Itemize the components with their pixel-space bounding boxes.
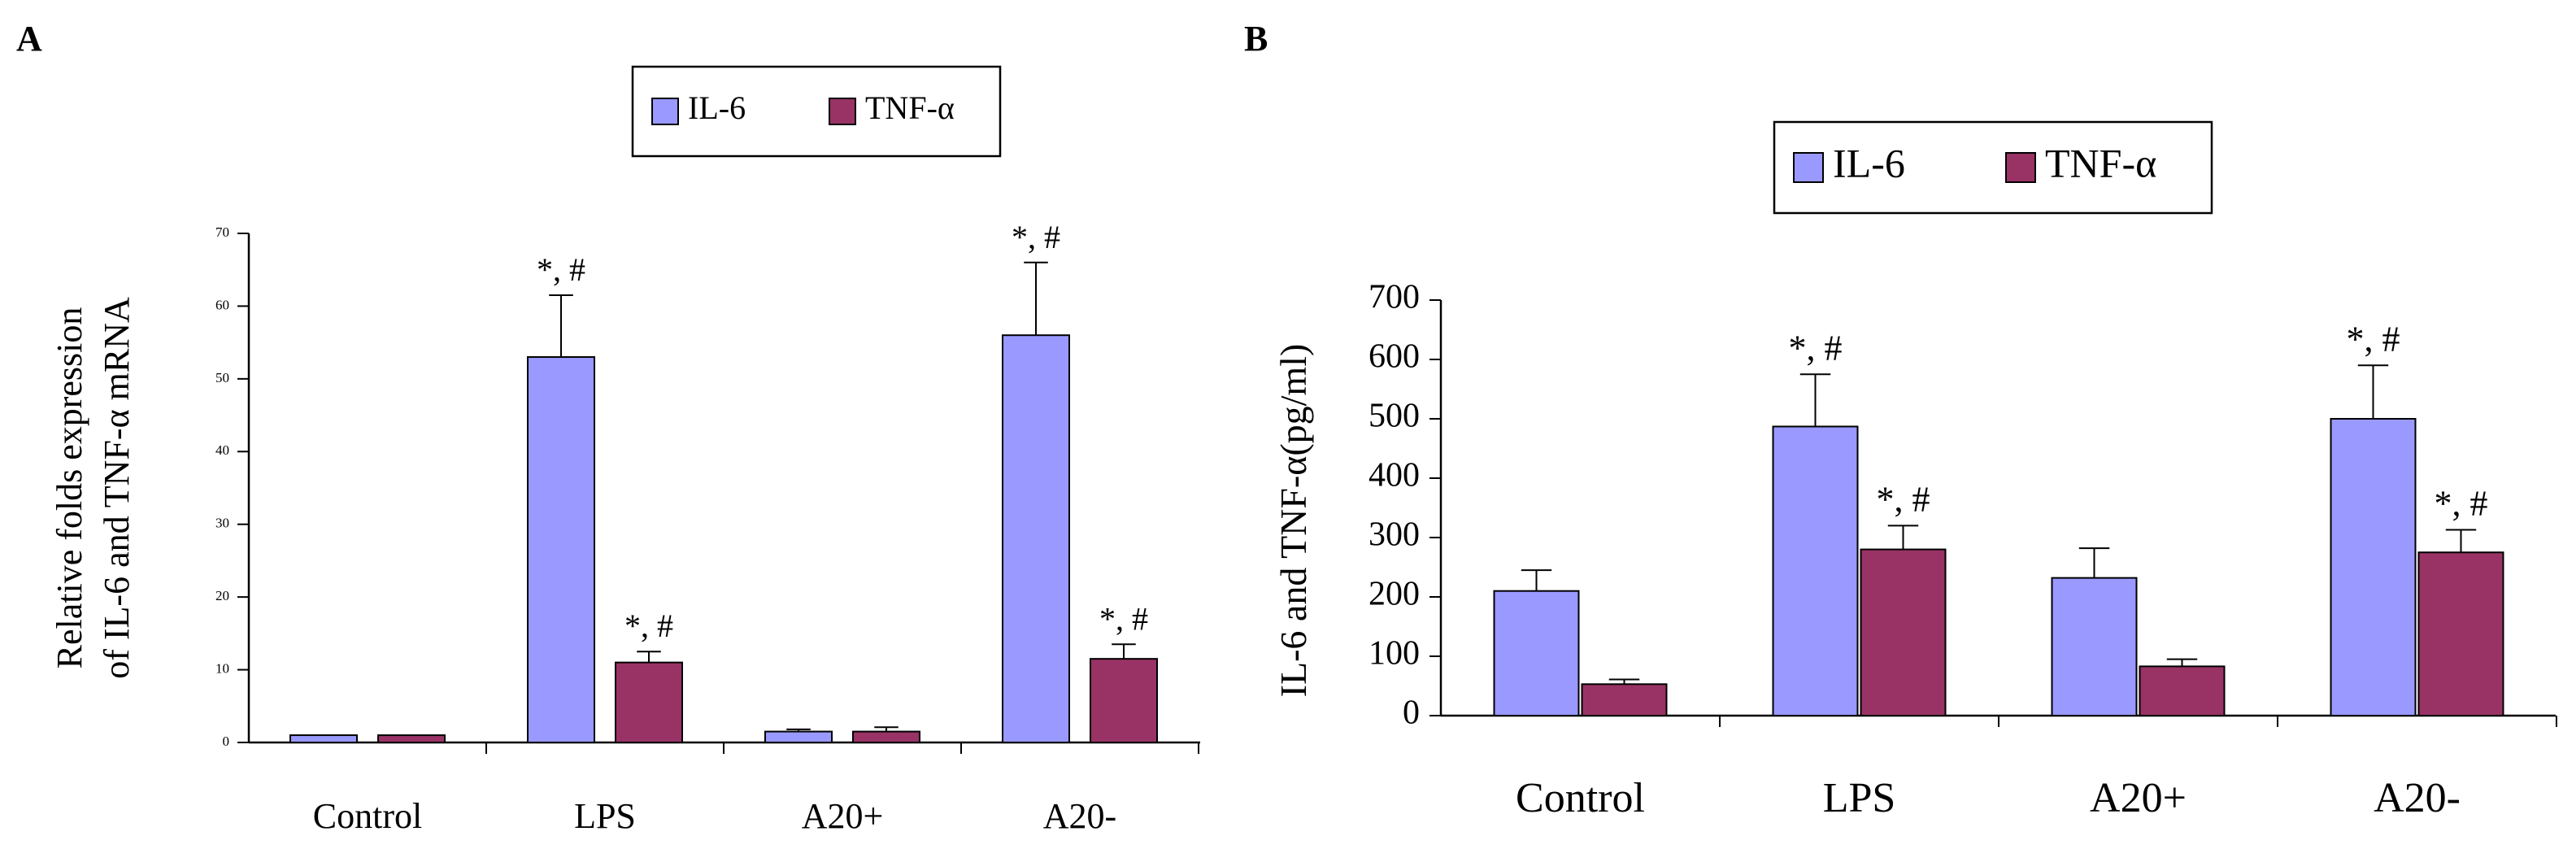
b-category-label: LPS	[1823, 775, 1896, 821]
b-category-label: A20-	[2374, 775, 2461, 821]
a-y-tick-label: 0	[223, 734, 230, 749]
b-legend-swatch-il6	[1793, 152, 1824, 183]
b-bar-il6	[1772, 425, 1859, 716]
a-bar-tnf	[852, 730, 920, 743]
a-legend: IL-6 TNF-α	[631, 65, 1002, 158]
b-significance-label: *, #	[1877, 479, 1930, 519]
b-significance-label: *, #	[2435, 484, 2488, 524]
panel-letter-a: A	[16, 19, 42, 59]
a-y-tick-label: 60	[215, 297, 229, 312]
b-y-tick-label: 0	[1403, 694, 1420, 732]
b-legend-label: TNF-α	[2045, 140, 2156, 185]
a-category-label: Control	[313, 796, 422, 836]
a-bar-il6	[764, 730, 833, 743]
a-category-label: A20+	[802, 796, 884, 836]
a-significance-label: *, #	[1012, 219, 1060, 255]
chart-panel-a: 0 10 20 30 40 50 60 70 Control LPS A20+ A20- *, # *, …	[50, 65, 1200, 836]
b-significance-label: *, #	[1789, 328, 1843, 368]
b-bar-il6	[2051, 577, 2138, 717]
b-bar-il6	[2330, 418, 2417, 716]
a-bar-tnf	[615, 661, 683, 744]
b-y-tick-label: 600	[1368, 338, 1420, 376]
b-legend-box	[1773, 120, 2213, 215]
a-bar-il6	[289, 734, 358, 743]
a-y-axis-label-line: of IL-6 and TNF-α mRNA	[97, 297, 137, 679]
a-y-tick-label: 20	[215, 588, 229, 603]
b-y-axis-label: IL-6 and TNF-α(pg/ml)	[1273, 344, 1314, 698]
b-y-axis-label-line: IL-6 and TNF-α(pg/ml)	[1273, 344, 1314, 698]
a-y-axis-label: Relative folds expression of IL-6 and TNF…	[50, 297, 137, 679]
b-bar-tnf	[1581, 683, 1668, 716]
a-legend-swatch-tnf	[829, 98, 856, 125]
a-y-tick-label: 30	[215, 516, 229, 531]
a-legend-swatch-il6	[651, 98, 679, 125]
b-bar-tnf	[2139, 665, 2226, 716]
a-y-tick-label: 10	[215, 660, 229, 676]
b-y-tick-label: 100	[1368, 635, 1420, 673]
a-significance-label: *, #	[537, 251, 585, 288]
a-significance-label: *, #	[1099, 600, 1148, 637]
b-y-tick-label: 700	[1368, 279, 1420, 316]
b-bar-il6	[1493, 590, 1580, 717]
b-legend-label: IL-6	[1833, 140, 1905, 185]
a-y-tick-label: 50	[215, 370, 229, 385]
b-significance-label: *, #	[2347, 319, 2400, 359]
a-y-tick-label: 70	[215, 224, 229, 240]
b-legend: IL-6 TNF-α	[1773, 120, 2213, 215]
a-bar-il6	[527, 356, 595, 743]
a-legend-label: TNF-α	[865, 89, 955, 126]
a-category-label: LPS	[574, 796, 636, 836]
b-category-label: Control	[1516, 775, 1645, 821]
b-y-tick-label: 400	[1368, 457, 1420, 494]
a-category-label: A20-	[1043, 796, 1116, 836]
b-y-tick-label: 500	[1368, 398, 1420, 435]
a-bar-il6	[1002, 334, 1070, 743]
chart-panel-b: 0 100 200 300 400 500 600 700 Control LPS A20+ A20-…	[1273, 120, 2557, 821]
a-y-tick-label: 40	[215, 442, 229, 458]
panel-letter-b: B	[1244, 19, 1268, 59]
b-y-tick-label: 300	[1368, 516, 1420, 554]
b-bar-tnf	[1860, 548, 1947, 716]
b-bar-tnf	[2417, 551, 2504, 716]
b-y-tick-label: 200	[1368, 576, 1420, 613]
a-significance-label: *, #	[624, 607, 673, 644]
a-bar-tnf	[377, 734, 446, 743]
b-category-label: A20+	[2090, 775, 2187, 821]
a-legend-label: IL-6	[688, 89, 746, 126]
a-legend-box	[631, 65, 1002, 158]
b-legend-swatch-tnf	[2005, 152, 2036, 183]
a-bar-tnf	[1090, 658, 1158, 744]
a-y-axis-label-line: Relative folds expression	[50, 307, 89, 669]
